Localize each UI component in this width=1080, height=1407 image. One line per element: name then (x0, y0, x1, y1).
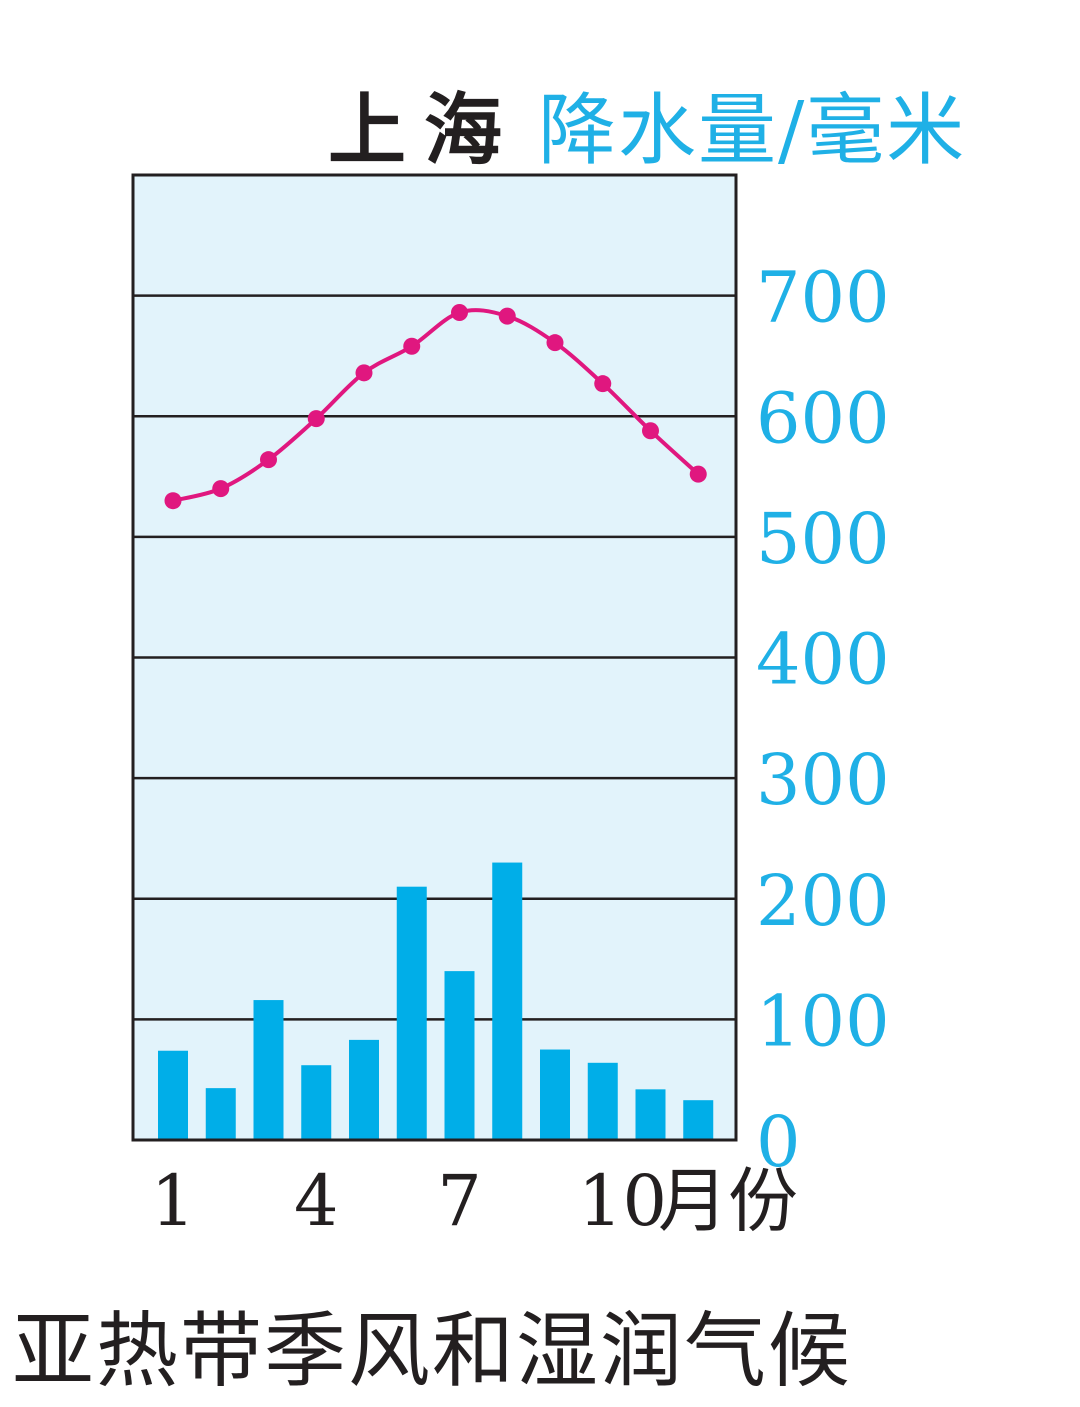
precipitation-bar (396, 886, 427, 1140)
line-point (212, 480, 230, 498)
precipitation-bar (492, 862, 523, 1140)
y-tick-label: 400 (756, 619, 890, 701)
city-title: 上海 (328, 85, 521, 176)
line-point (164, 492, 182, 510)
line-point (594, 375, 612, 393)
x-tick-label: 10 (578, 1160, 667, 1242)
y-axis-unit-label: 降水量/毫米 (538, 86, 967, 176)
precipitation-bar (444, 971, 475, 1140)
bar-series (158, 862, 714, 1140)
y-tick-labels: 0 100 200 300 400 500 600 700 (756, 257, 890, 1183)
precipitation-bar (205, 1088, 236, 1140)
precipitation-bar (683, 1100, 714, 1140)
plot-frame (131, 173, 738, 1142)
line-point (642, 422, 659, 440)
precipitation-bar (635, 1089, 666, 1140)
line-point (260, 451, 277, 469)
precipitation-bar (587, 1062, 618, 1140)
y-tick-label: 100 (756, 980, 890, 1062)
y-tick-label: 0 (756, 1101, 801, 1183)
x-tick-label: 4 (294, 1160, 339, 1242)
precipitation-bar (349, 1039, 379, 1140)
climate-type-caption: 亚热带季风和湿润气候 (12, 1304, 853, 1399)
precipitation-bar (540, 1049, 570, 1140)
line-point (498, 307, 516, 325)
y-tick-label: 500 (756, 498, 890, 580)
y-tick-label: 300 (756, 739, 890, 821)
line-point (307, 410, 325, 428)
line-point (546, 334, 564, 352)
line-point (355, 364, 373, 382)
line-point (451, 304, 468, 322)
y-tick-label: 600 (756, 377, 890, 459)
x-tick-label: 7 (437, 1160, 482, 1242)
line-point (403, 337, 421, 355)
x-axis-label: 月份 (658, 1160, 798, 1242)
precipitation-bar (253, 1000, 284, 1140)
y-tick-label: 200 (756, 860, 890, 942)
precipitation-bar (158, 1050, 188, 1140)
precipitation-bar (301, 1065, 332, 1140)
y-tick-label: 700 (756, 257, 890, 339)
line-point (689, 465, 707, 483)
x-tick-label: 1 (151, 1160, 196, 1242)
line-series (164, 304, 707, 510)
